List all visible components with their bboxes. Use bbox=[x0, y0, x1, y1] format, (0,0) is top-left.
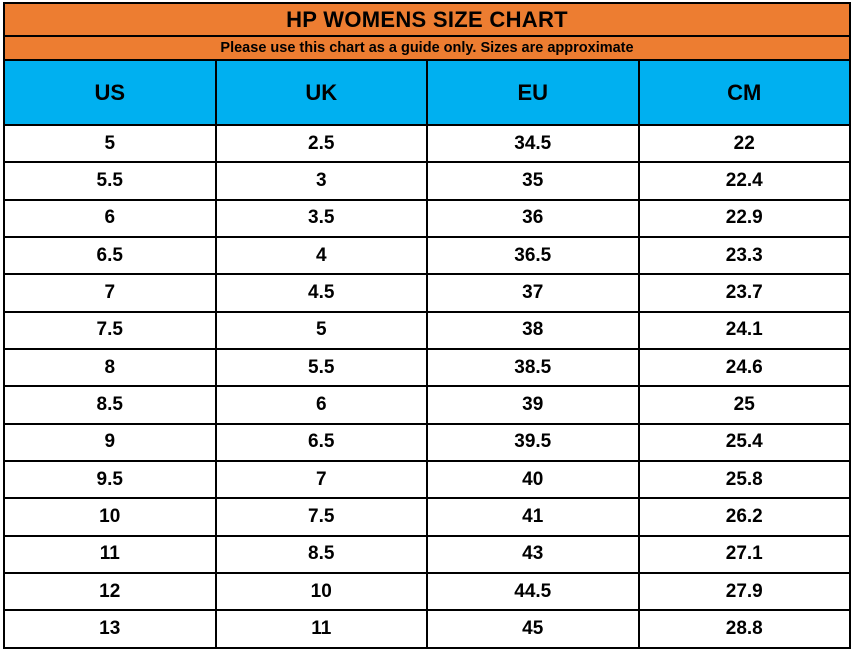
table-row: 5.5 3 35 22.4 bbox=[3, 161, 851, 201]
size-cell: 45 bbox=[426, 609, 640, 649]
table-row: 8.5 6 39 25 bbox=[3, 385, 851, 425]
size-cell: 6.5 bbox=[214, 422, 428, 463]
table-row: 9.5 7 40 25.8 bbox=[3, 460, 851, 500]
size-cell: 10 bbox=[214, 572, 428, 612]
size-cell: 8.5 bbox=[3, 385, 217, 425]
table-row: 9 6.5 39.5 25.4 bbox=[3, 422, 851, 463]
size-cell: 22 bbox=[637, 123, 851, 164]
size-cell: 7.5 bbox=[3, 310, 217, 351]
size-cell: 27.9 bbox=[637, 572, 851, 612]
table-row: 8 5.5 38.5 24.6 bbox=[3, 348, 851, 388]
page-title: HP WOMENS SIZE CHART bbox=[3, 2, 851, 37]
size-cell: 4.5 bbox=[214, 273, 428, 313]
size-cell: 8.5 bbox=[214, 534, 428, 575]
size-cell: 3.5 bbox=[214, 198, 428, 239]
size-cell: 5.5 bbox=[214, 348, 428, 388]
size-cell: 5 bbox=[3, 123, 217, 164]
size-cell: 8 bbox=[3, 348, 217, 388]
size-cell: 11 bbox=[214, 609, 428, 649]
size-cell: 12 bbox=[3, 572, 217, 612]
table-row: 6 3.5 36 22.9 bbox=[3, 198, 851, 239]
size-cell: 7.5 bbox=[214, 497, 428, 537]
size-cell: 41 bbox=[426, 497, 640, 537]
size-cell: 36 bbox=[426, 198, 640, 239]
size-chart-table: HP WOMENS SIZE CHART Please use this cha… bbox=[3, 2, 851, 649]
size-cell: 23.3 bbox=[637, 236, 851, 276]
size-cell: 36.5 bbox=[426, 236, 640, 276]
size-cell: 34.5 bbox=[426, 123, 640, 164]
table-row: 7 4.5 37 23.7 bbox=[3, 273, 851, 313]
size-cell: 44.5 bbox=[426, 572, 640, 612]
size-cell: 9.5 bbox=[3, 460, 217, 500]
size-cell: 35 bbox=[426, 161, 640, 201]
size-cell: 28.8 bbox=[637, 609, 851, 649]
size-cell: 6 bbox=[214, 385, 428, 425]
size-cell: 25 bbox=[637, 385, 851, 425]
size-cell: 2.5 bbox=[214, 123, 428, 164]
size-cell: 7 bbox=[214, 460, 428, 500]
size-cell: 38.5 bbox=[426, 348, 640, 388]
column-header-eu: EU bbox=[426, 59, 640, 126]
table-row: 5 2.5 34.5 22 bbox=[3, 123, 851, 164]
size-cell: 3 bbox=[214, 161, 428, 201]
size-cell: 22.4 bbox=[637, 161, 851, 201]
size-table-body: 5 2.5 34.5 22 5.5 3 35 22.4 6 3.5 36 22.9 6.5 4 36.5 23… bbox=[3, 123, 851, 649]
table-row: 11 8.5 43 27.1 bbox=[3, 534, 851, 575]
page-subtitle: Please use this chart as a guide only. S… bbox=[3, 35, 851, 61]
size-cell: 4 bbox=[214, 236, 428, 276]
column-header-us: US bbox=[3, 59, 217, 126]
size-cell: 10 bbox=[3, 497, 217, 537]
size-cell: 43 bbox=[426, 534, 640, 575]
size-cell: 24.1 bbox=[637, 310, 851, 351]
subtitle-row: Please use this chart as a guide only. S… bbox=[3, 35, 851, 61]
size-cell: 6.5 bbox=[3, 236, 217, 276]
table-row: 13 11 45 28.8 bbox=[3, 609, 851, 649]
size-cell: 5.5 bbox=[3, 161, 217, 201]
title-row: HP WOMENS SIZE CHART bbox=[3, 2, 851, 37]
size-cell: 25.4 bbox=[637, 422, 851, 463]
size-cell: 7 bbox=[3, 273, 217, 313]
size-cell: 9 bbox=[3, 422, 217, 463]
size-cell: 25.8 bbox=[637, 460, 851, 500]
table-row: 10 7.5 41 26.2 bbox=[3, 497, 851, 537]
size-cell: 38 bbox=[426, 310, 640, 351]
column-header-uk: UK bbox=[214, 59, 428, 126]
table-row: 7.5 5 38 24.1 bbox=[3, 310, 851, 351]
size-cell: 37 bbox=[426, 273, 640, 313]
size-cell: 26.2 bbox=[637, 497, 851, 537]
size-cell: 22.9 bbox=[637, 198, 851, 239]
size-cell: 40 bbox=[426, 460, 640, 500]
size-cell: 6 bbox=[3, 198, 217, 239]
size-cell: 5 bbox=[214, 310, 428, 351]
size-cell: 39.5 bbox=[426, 422, 640, 463]
table-row: 6.5 4 36.5 23.3 bbox=[3, 236, 851, 276]
size-cell: 13 bbox=[3, 609, 217, 649]
size-cell: 39 bbox=[426, 385, 640, 425]
size-cell: 23.7 bbox=[637, 273, 851, 313]
size-cell: 24.6 bbox=[637, 348, 851, 388]
column-header-cm: CM bbox=[637, 59, 851, 126]
size-cell: 11 bbox=[3, 534, 217, 575]
size-cell: 27.1 bbox=[637, 534, 851, 575]
column-header-row: US UK EU CM bbox=[3, 59, 851, 126]
table-row: 12 10 44.5 27.9 bbox=[3, 572, 851, 612]
